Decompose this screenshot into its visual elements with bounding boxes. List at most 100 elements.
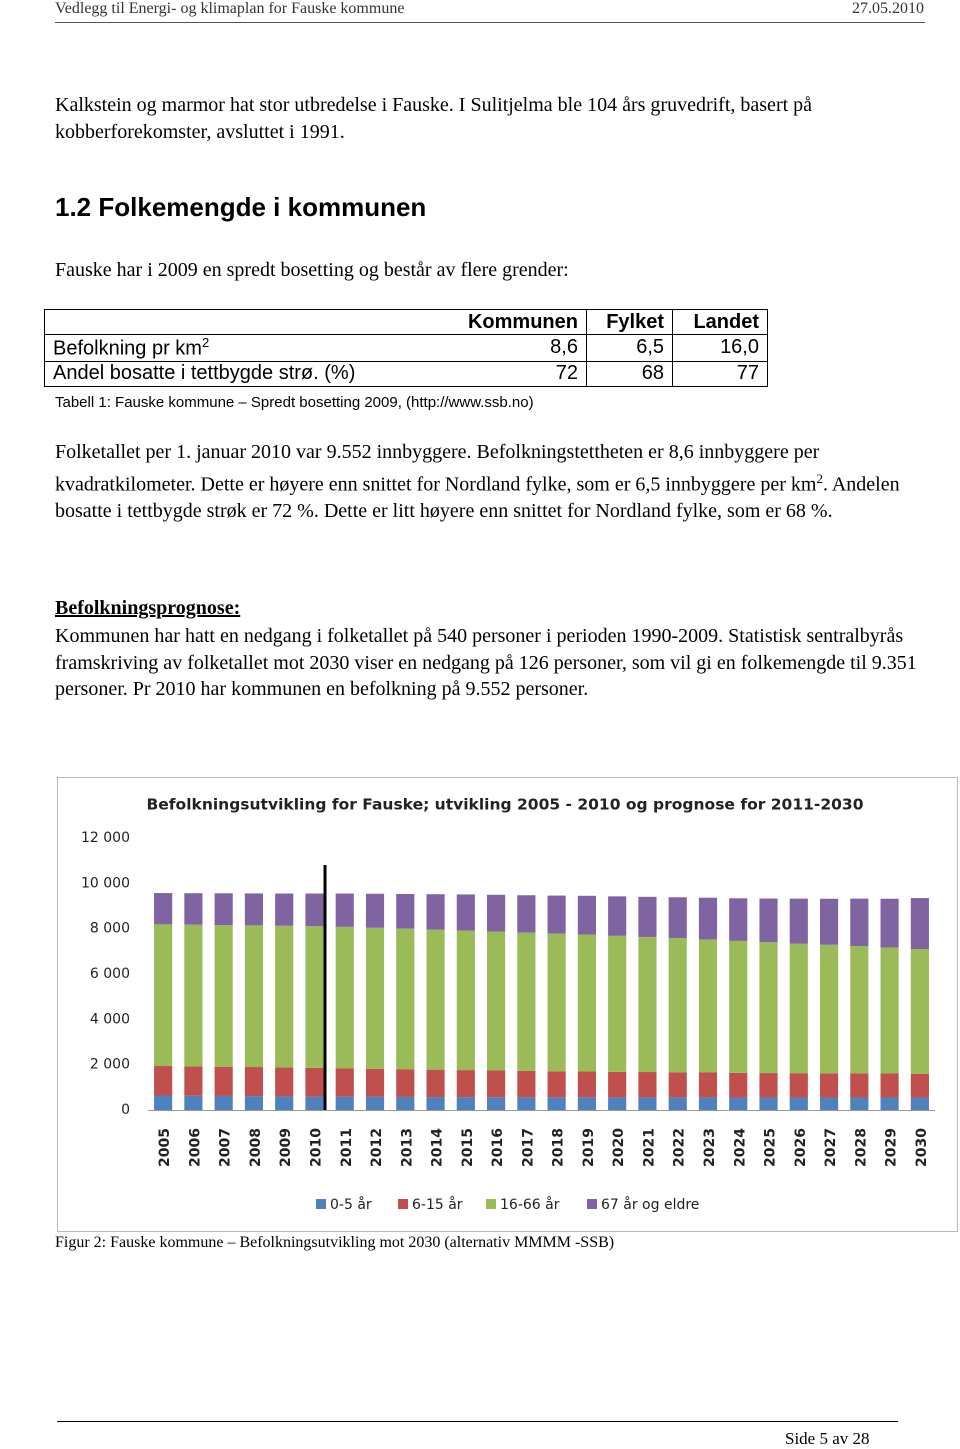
bar-segment: [759, 898, 778, 943]
bar-segment: [396, 893, 415, 929]
legend-label: 67 år og eldre: [601, 1196, 699, 1213]
legend-swatch: [486, 1199, 496, 1209]
y-tick-label: 0: [121, 1102, 130, 1118]
bar-segment: [275, 1067, 294, 1097]
bar-segment: [789, 1073, 808, 1098]
chart: Befolkningsutvikling for Fauske; utvikli…: [57, 777, 958, 1232]
bar-segment: [335, 926, 354, 1069]
bar-segment: [547, 1071, 566, 1098]
bar-segment: [698, 897, 718, 940]
x-tick-label: 2019: [581, 1128, 597, 1167]
x-tick-label: 2022: [672, 1128, 688, 1167]
bar-segment: [608, 1097, 627, 1110]
bar-segment: [214, 1095, 233, 1110]
bar-segment: [910, 898, 929, 950]
bar-segment: [668, 938, 687, 1073]
row-label: Andel bosatte i tettbygde strø. (%): [44, 360, 441, 387]
y-tick-label: 6 000: [90, 966, 130, 982]
header-left: Vedlegg til Energi- og klimaplan for Fau…: [55, 0, 405, 17]
bar-segment: [456, 1097, 475, 1110]
bar-segment: [547, 1097, 566, 1110]
bar-segment: [426, 1097, 445, 1110]
x-tick-label: 2013: [399, 1128, 415, 1167]
bar-segment: [759, 1097, 778, 1110]
legend-label: 0-5 år: [330, 1196, 372, 1213]
bar-segment: [517, 895, 536, 933]
text: Folketallet per 1. januar 2010 var 9.552…: [55, 441, 820, 496]
x-tick-label: 2021: [641, 1128, 657, 1167]
footer-rule: [57, 1421, 898, 1422]
bar-segment: [275, 1096, 294, 1110]
x-tick-label: 2027: [823, 1128, 839, 1167]
table-cell: 6,5: [585, 334, 674, 362]
bar-segment: [184, 1066, 203, 1096]
bar-segment: [487, 931, 506, 1071]
bar-segment: [154, 1066, 173, 1096]
x-tick-label: 2017: [520, 1128, 536, 1167]
bar-segment: [244, 1067, 264, 1097]
bar-segment: [517, 1070, 536, 1098]
header-date: 27.05.2010: [852, 0, 924, 17]
x-tick-label: 2029: [884, 1128, 900, 1167]
bar-segment: [396, 928, 415, 1070]
bar-segment: [759, 942, 778, 1074]
bar-segment: [819, 1097, 839, 1110]
x-tick-label: 2024: [732, 1128, 748, 1167]
bar-segment: [608, 1071, 627, 1098]
prognosis-paragraph: Kommunen har hatt en nedgang i folketall…: [55, 625, 917, 700]
bar-segment: [850, 1097, 869, 1110]
x-tick-label: 2008: [248, 1128, 264, 1167]
bar-segment: [638, 896, 657, 937]
bar-segment: [880, 1073, 899, 1098]
bar-segment: [789, 1097, 808, 1110]
x-tick-label: 2018: [551, 1128, 567, 1167]
section-heading: 1.2 Folkemengde i kommunen: [55, 192, 427, 222]
column-header: Kommunen: [441, 309, 587, 335]
bar-segment: [335, 1068, 354, 1097]
legend-swatch: [316, 1199, 326, 1209]
bar-segment: [910, 949, 929, 1074]
bar-segment: [577, 1071, 596, 1098]
page-number: Side 5 av 28: [785, 1429, 870, 1448]
bar-segment: [668, 1097, 687, 1110]
bar-segment: [880, 947, 899, 1074]
bar-segment: [456, 894, 475, 931]
bar-segment: [729, 898, 748, 941]
bar-segment: [577, 934, 596, 1072]
bar-segment: [547, 895, 566, 934]
bar-segment: [426, 894, 445, 930]
bar-segment: [305, 893, 324, 927]
bar-segment: [487, 894, 506, 932]
prognosis-heading: Befolkningsprognose:: [55, 597, 241, 619]
x-tick-label: 2012: [369, 1128, 385, 1167]
bar-segment: [305, 1096, 324, 1110]
bar-segment: [184, 1095, 203, 1110]
bar-segment: [456, 930, 475, 1071]
bar-segment: [426, 1069, 445, 1098]
bar-segment: [365, 927, 385, 1069]
bar-segment: [850, 1073, 869, 1098]
bar-segment: [608, 935, 627, 1072]
x-tick-label: 2010: [308, 1128, 324, 1167]
bar-segment: [365, 1068, 385, 1097]
table-caption: Tabell 1: Fauske kommune – Spredt bosett…: [55, 394, 534, 411]
bar-segment: [910, 1073, 929, 1098]
bar-segment: [577, 895, 596, 935]
x-tick-label: 2020: [611, 1128, 627, 1167]
row-label-text: Befolkning pr km: [53, 337, 202, 360]
bar-segment: [668, 897, 687, 939]
bar-segment: [365, 893, 385, 928]
bar-segment: [426, 929, 445, 1070]
legend-swatch: [587, 1199, 597, 1209]
bar-segment: [729, 1097, 748, 1110]
x-tick-label: 2026: [793, 1128, 809, 1167]
bar-segment: [244, 1096, 264, 1110]
bar-segment: [698, 1072, 718, 1098]
bar-segment: [517, 932, 536, 1071]
bar-segment: [850, 946, 869, 1074]
x-tick-label: 2014: [430, 1128, 446, 1167]
table-row: Befolkning pr km2 8,6 6,5 16,0: [44, 334, 768, 362]
bar-segment: [698, 1097, 718, 1110]
text: . Andelen bosatte i tettbygde strøk er 7…: [55, 473, 900, 522]
superscript: 2: [816, 470, 823, 486]
